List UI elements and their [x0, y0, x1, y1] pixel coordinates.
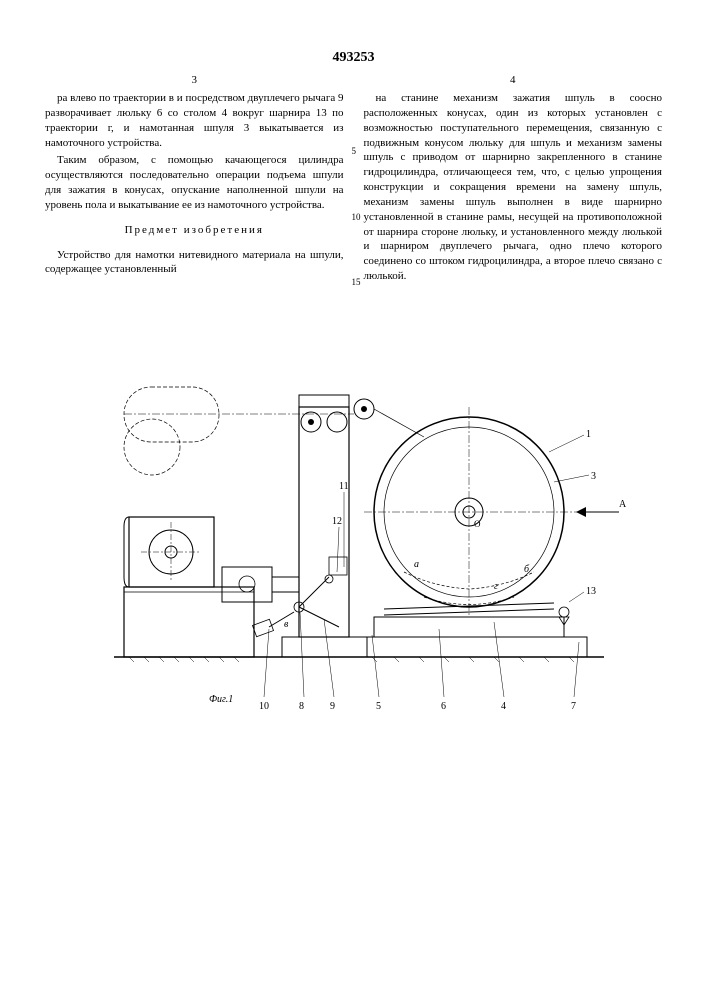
callout-10: 10: [259, 701, 269, 712]
right-p1: на станине механизм зажатия шпуль в соос…: [364, 91, 663, 284]
line-marker-15: 15: [352, 276, 361, 288]
line-marker-10: 10: [352, 211, 361, 223]
left-col-number: 3: [192, 73, 198, 88]
technical-diagram: 1 3 11 12 10 8 9 5 6 4 7 13 а б в г А О …: [74, 317, 634, 717]
line-marker-5: 5: [352, 145, 357, 157]
letter-A: А: [619, 499, 627, 510]
letter-a: а: [414, 559, 419, 570]
right-col-number: 4: [510, 73, 516, 88]
callout-8: 8: [299, 701, 304, 712]
callout-11: 11: [339, 481, 349, 492]
callout-5: 5: [376, 701, 381, 712]
callout-7: 7: [571, 701, 576, 712]
left-column: 3 ра влево по траектории в и посредством…: [45, 91, 344, 287]
figure-label: Фиг.1: [209, 694, 233, 705]
right-column: 4 5 10 15 на станине механизм зажатия шп…: [364, 91, 663, 287]
left-p1: ра влево по траектории в и посредством д…: [45, 91, 344, 150]
callout-1: 1: [586, 429, 591, 440]
letter-g: г: [494, 581, 498, 592]
callout-9: 9: [330, 701, 335, 712]
callout-13: 13: [586, 586, 596, 597]
left-p2: Таким образом, с помощью качающегося цил…: [45, 153, 344, 212]
axis-label: О: [474, 519, 481, 529]
callout-3: 3: [591, 471, 596, 482]
text-columns: 3 ра влево по траектории в и посредством…: [45, 91, 662, 287]
letter-b: б: [524, 564, 530, 575]
callout-12: 12: [332, 516, 342, 527]
left-p3: Устройство для намотки нитевидного матер…: [45, 248, 344, 278]
document-number: 493253: [45, 50, 662, 66]
callout-4: 4: [501, 701, 506, 712]
callout-6: 6: [441, 701, 446, 712]
letter-v: в: [284, 619, 289, 630]
diagram-container: 1 3 11 12 10 8 9 5 6 4 7 13 а б в г А О …: [45, 317, 662, 717]
subject-heading: Предмет изобретения: [45, 223, 344, 238]
